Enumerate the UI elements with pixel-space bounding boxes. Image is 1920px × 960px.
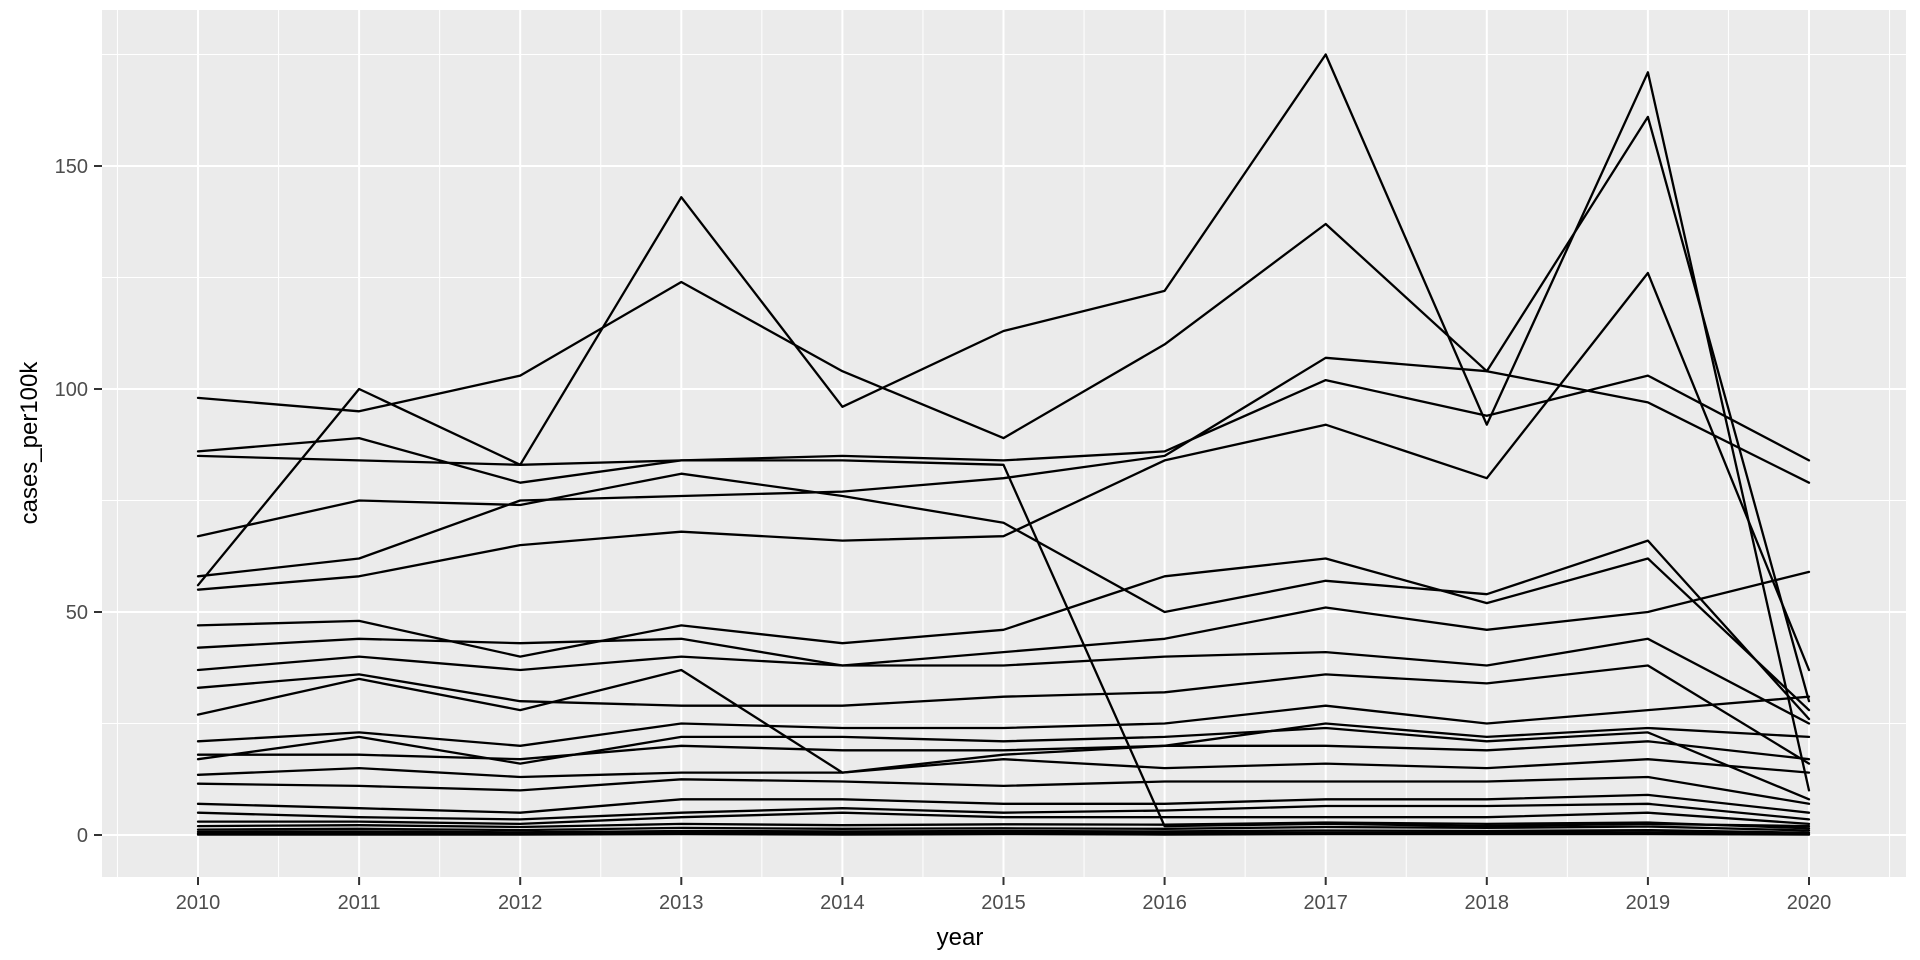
chart-line-line-19 (196, 802, 1811, 821)
x-tick-label-2014: 2014 (820, 892, 865, 914)
x-tick-label-2011: 2011 (338, 892, 381, 914)
chart-line-line-18 (196, 793, 1811, 814)
chart-line-line-03 (196, 374, 1811, 466)
x-axis-title: year (936, 924, 984, 951)
chart-line-line-02 (196, 115, 1811, 703)
x-tick-label-2018: 2018 (1465, 892, 1510, 914)
x-tick-label-2019: 2019 (1626, 892, 1671, 914)
chart-line-line-04 (196, 356, 1811, 578)
chart-line-line-21 (196, 821, 1811, 830)
y-axis-title-wrap: cases_per100k (0, 0, 46, 886)
chart-line-line-01 (196, 53, 1811, 792)
y-tick-label-0: 0 (77, 825, 88, 847)
x-tick-label-2015: 2015 (981, 892, 1026, 914)
chart-line-line-22 (196, 825, 1811, 832)
chart-line-line-11 (196, 664, 1811, 765)
chart-line-line-07 (196, 472, 1811, 721)
chart-line-line-14 (196, 726, 1811, 801)
x-tick-label-2017: 2017 (1303, 892, 1348, 914)
chart-line-line-10 (196, 637, 1811, 725)
chart-line-line-06 (196, 436, 1811, 828)
x-tick-label-2013: 2013 (659, 892, 704, 914)
x-tick-label-2016: 2016 (1142, 892, 1187, 914)
y-tick-label-100: 100 (55, 379, 88, 401)
chart-line-line-12 (196, 668, 1811, 774)
y-axis-title: cases_per100k (16, 361, 43, 525)
chart-line-line-05 (196, 271, 1811, 672)
chart-line-line-23 (196, 828, 1811, 834)
chart-line-line-25 (196, 832, 1811, 836)
x-tick-label-2010: 2010 (176, 892, 221, 914)
chart-line-line-08 (196, 557, 1811, 712)
y-tick-label-50: 50 (66, 602, 88, 624)
y-tick-label-150: 150 (55, 156, 88, 178)
chart-line-line-09 (196, 570, 1811, 667)
chart-line-line-15 (196, 740, 1811, 761)
x-tick-label-2020: 2020 (1787, 892, 1832, 914)
x-tick-label-2012: 2012 (498, 892, 543, 914)
chart-line-line-16 (196, 758, 1811, 779)
chart-line-line-13 (196, 695, 1811, 747)
chart-line-line-20 (196, 811, 1811, 826)
chart-line-line-17 (196, 775, 1811, 805)
